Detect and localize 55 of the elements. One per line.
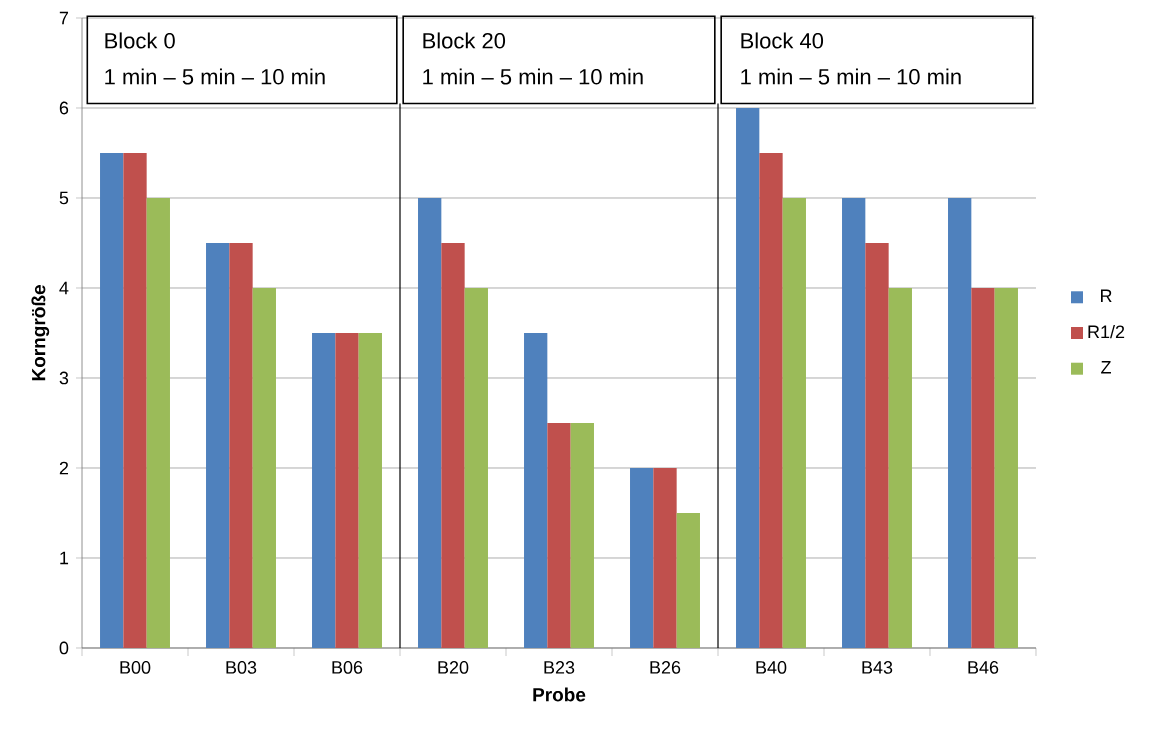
bar: [312, 332, 336, 648]
annotation: 1 min – 5 min – 10 min: [741, 68, 961, 85]
bar: [782, 197, 806, 648]
bar: [994, 287, 1018, 648]
bar: [335, 332, 359, 648]
y-tick-label: 1: [60, 551, 69, 565]
bar: [123, 152, 147, 648]
bar: [418, 197, 442, 648]
bar: [146, 197, 170, 648]
bar: [630, 467, 654, 648]
y-tick-label: 4: [59, 281, 69, 295]
bar: [842, 197, 866, 648]
bar: [252, 287, 276, 648]
bar: [865, 242, 889, 648]
y-tick-label: 6: [59, 101, 69, 115]
bar: [100, 152, 124, 648]
bar: [736, 108, 760, 648]
x-tick-label: B03: [226, 661, 257, 674]
x-tick-label: B43: [862, 661, 893, 674]
annotation: 1 min – 5 min – 10 min: [105, 68, 325, 85]
bar: [441, 242, 465, 648]
annotation: Block 0: [105, 32, 175, 49]
bar: [206, 242, 230, 648]
bar: [759, 152, 783, 648]
bar: [653, 467, 677, 648]
y-tick-label: 7: [59, 11, 69, 25]
x-axis-title: Probe: [533, 687, 586, 702]
x-tick-label: B26: [650, 661, 681, 674]
annotation: Block 20: [423, 32, 506, 49]
bar: [971, 287, 995, 648]
y-tick-label: 0: [59, 641, 69, 655]
x-tick-label: B00: [120, 661, 151, 674]
bar: [570, 422, 594, 648]
y-tick-label: 3: [59, 371, 69, 385]
x-tick-label: B23: [544, 661, 575, 674]
bar: [547, 422, 571, 648]
annotation: Block 40: [741, 32, 824, 49]
x-tick-label: B46: [968, 661, 999, 674]
legend-label: R1/2: [1088, 324, 1125, 339]
legend-label: Z: [1101, 361, 1111, 374]
bar: [948, 197, 972, 648]
bar: [229, 242, 253, 648]
x-tick-label: B20: [438, 661, 469, 674]
bar: [524, 332, 548, 648]
y-tick-label: 2: [59, 461, 69, 475]
legend-label: R: [1101, 289, 1112, 302]
bar: [464, 287, 488, 648]
bar: [358, 332, 382, 648]
annotation: 1 min – 5 min – 10 min: [423, 68, 643, 85]
bar: [888, 287, 912, 648]
x-tick-label: B06: [332, 661, 363, 674]
y-axis-title: Korngröße: [31, 285, 50, 381]
bar: [676, 512, 700, 648]
x-tick-label: B40: [756, 661, 787, 674]
y-tick-label: 5: [59, 191, 69, 205]
